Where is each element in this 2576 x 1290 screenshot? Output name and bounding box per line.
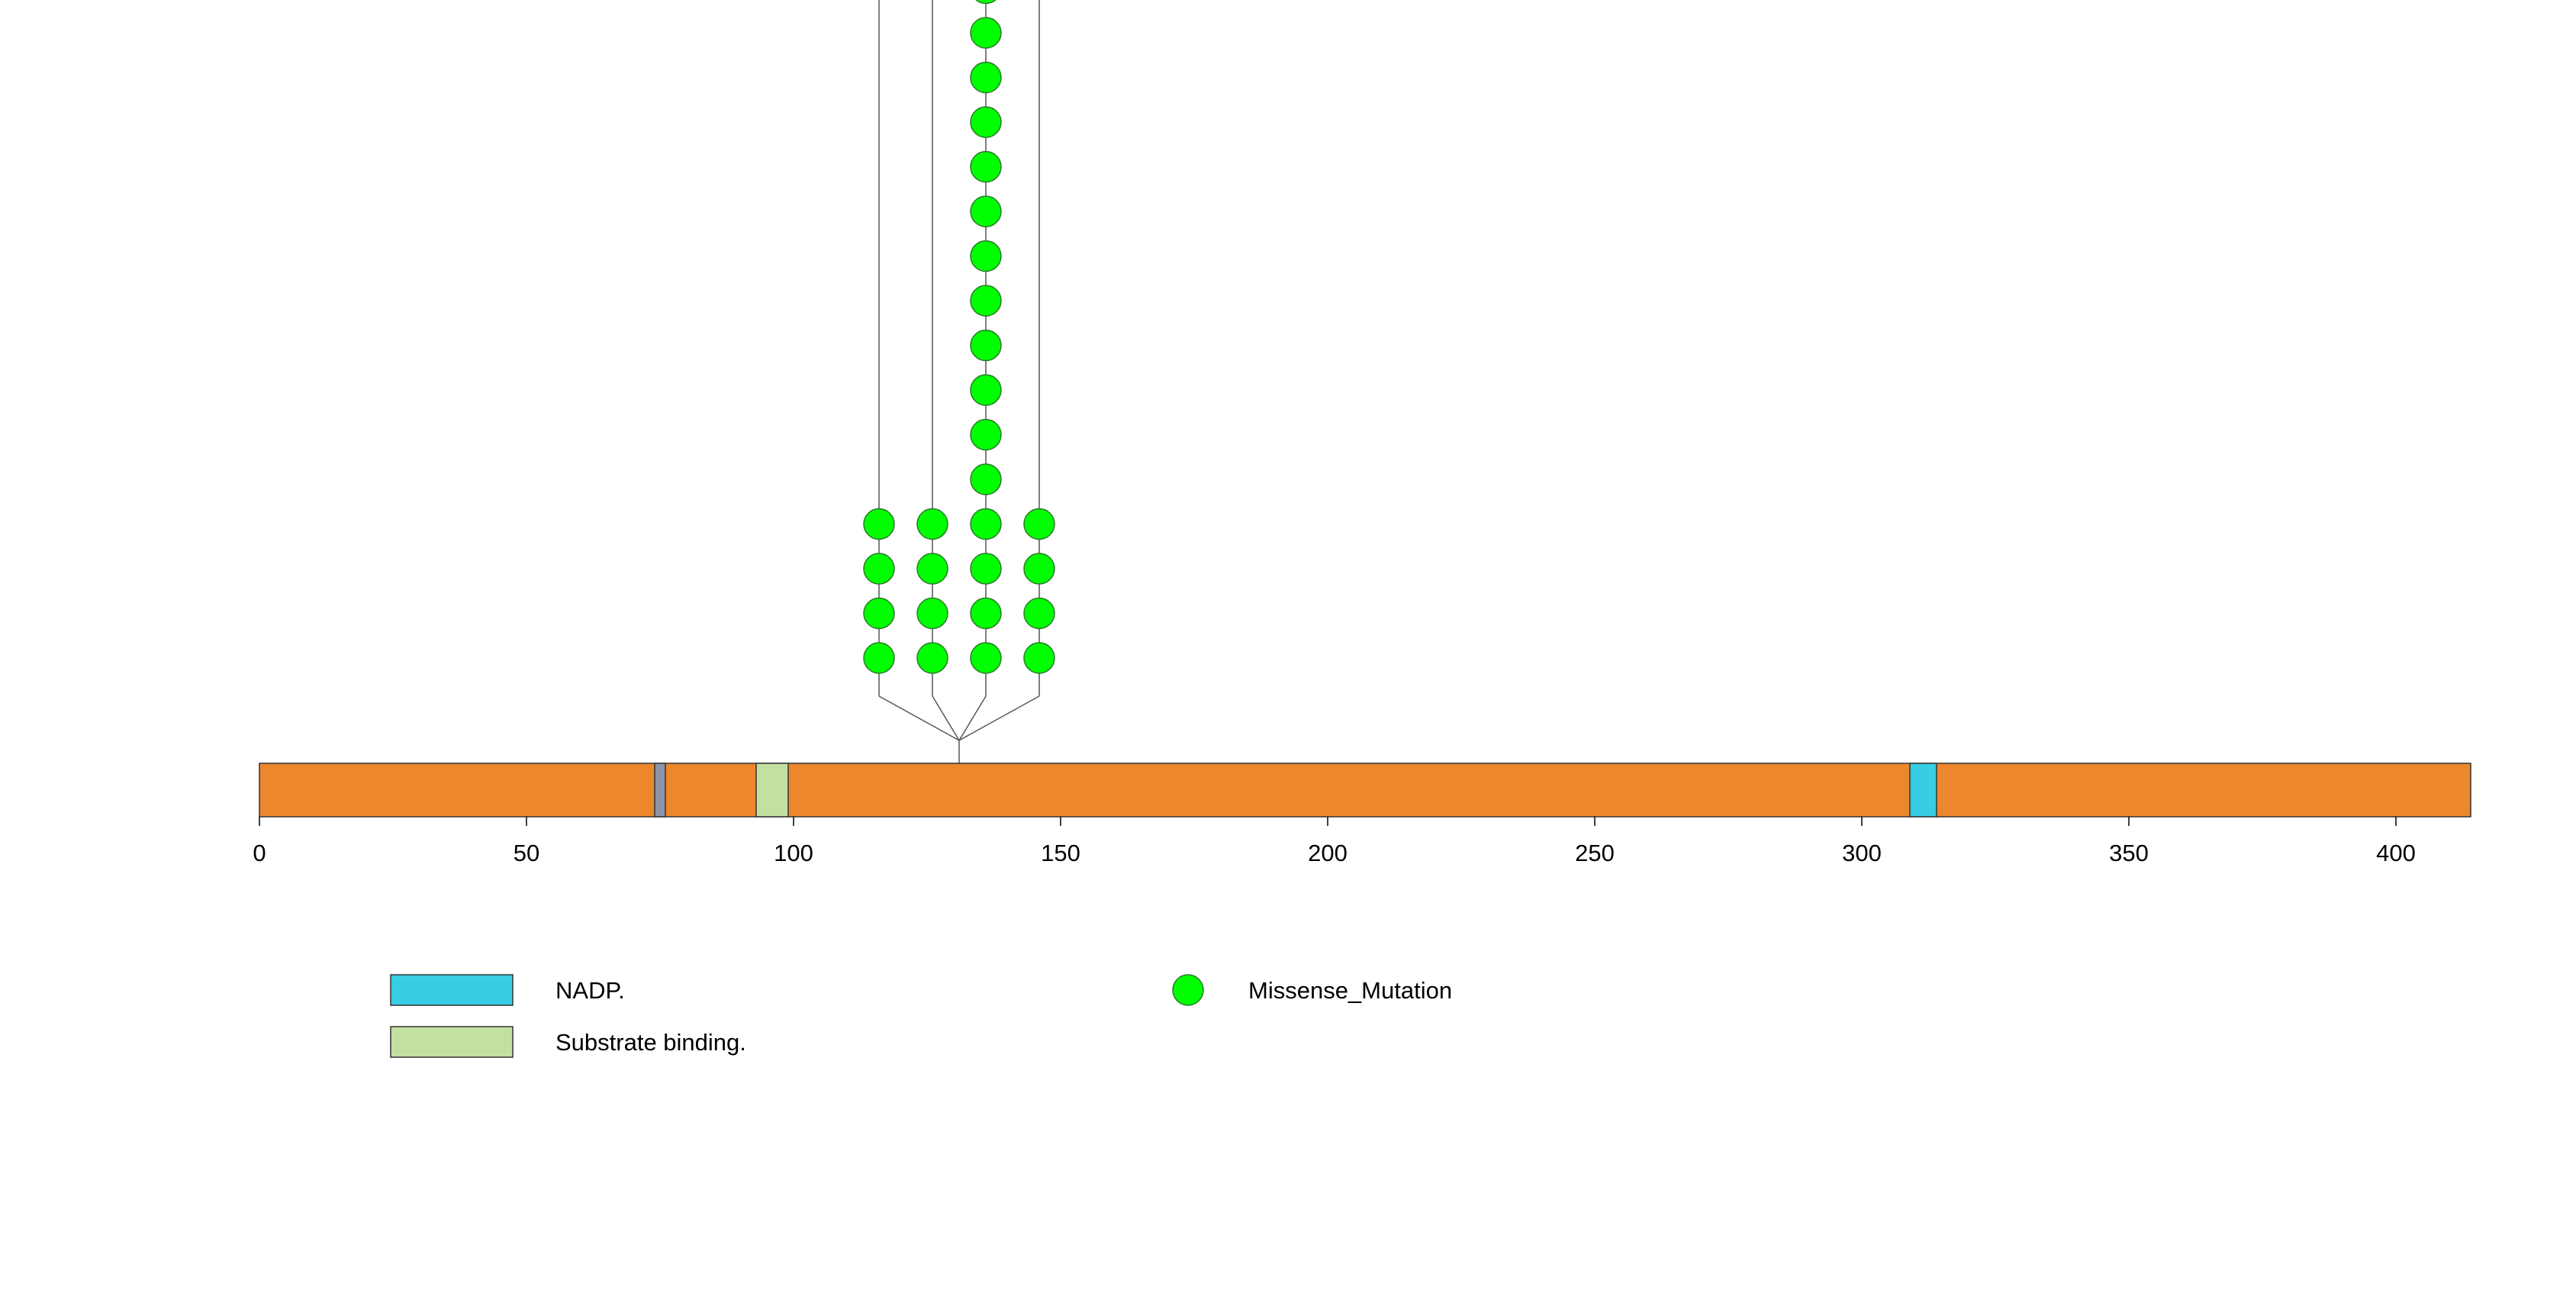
protein-backbone-layer — [259, 763, 2471, 818]
mutation-circle — [1023, 553, 1055, 585]
mutation-circle — [1023, 508, 1055, 540]
mutation-circle — [916, 553, 948, 585]
mutation-circle — [863, 597, 895, 630]
mutation-circle — [970, 285, 1002, 317]
mutation-circle — [970, 106, 1002, 138]
mutation-circle — [970, 642, 1002, 674]
mutation-stem-diagonal — [958, 695, 987, 741]
legend-label: Missense_Mutation — [1248, 977, 1452, 1004]
x-tick-label: 100 — [774, 840, 813, 866]
legend-swatch — [390, 1026, 514, 1058]
domain-substrate-binding — [755, 763, 789, 818]
domain-unlabeled-region — [654, 763, 666, 818]
x-tick-label: 250 — [1575, 840, 1615, 866]
mutation-stem-diagonal — [932, 695, 960, 741]
legend-mutation-marker — [1172, 974, 1204, 1006]
protein-backbone — [259, 763, 2471, 818]
legend-label: NADP. — [555, 977, 625, 1004]
mutation-circle — [970, 508, 1002, 540]
x-tick-label: 200 — [1308, 840, 1348, 866]
mutation-circle — [863, 642, 895, 674]
mutation-circle — [970, 150, 1002, 183]
mutation-circle — [970, 597, 1002, 630]
mutation-circle — [970, 463, 1002, 495]
x-tick-label: 350 — [2109, 840, 2149, 866]
legend: NADP. Substrate binding. Missense_Mutation — [390, 974, 1452, 1058]
mutation-circle — [916, 597, 948, 630]
x-tick-label: 400 — [2376, 840, 2416, 866]
mutation-circle — [1023, 597, 1055, 630]
mutation-circle — [970, 374, 1002, 406]
mutation-circle — [970, 240, 1002, 273]
mutation-circle — [970, 17, 1002, 49]
mutation-circle — [970, 195, 1002, 227]
mutation-circle — [970, 418, 1002, 451]
legend-swatch — [390, 974, 514, 1006]
mutation-circle — [970, 329, 1002, 362]
mutation-circle — [1023, 642, 1055, 674]
mutation-stem-diagonal — [878, 695, 960, 741]
x-tick-label: 50 — [514, 840, 539, 866]
x-axis: 0 50 100 150 200 250 300 350 400 — [253, 817, 2416, 866]
domain-nadp — [1909, 763, 1937, 818]
mutation-circle — [863, 553, 895, 585]
legend-label: Substrate binding. — [555, 1029, 746, 1056]
mutation-circle — [863, 508, 895, 540]
mutation-circles — [863, 0, 1055, 674]
mutation-circle — [916, 642, 948, 674]
x-tick-label: 150 — [1041, 840, 1080, 866]
x-tick-label: 300 — [1842, 840, 1882, 866]
mutation-stems — [878, 0, 1040, 817]
mutation-circle — [916, 508, 948, 540]
mutation-circle — [970, 553, 1002, 585]
mutation-circle — [975, 0, 997, 5]
mutation-stem-diagonal — [958, 695, 1040, 741]
mutation-circle — [970, 61, 1002, 94]
x-tick-label: 0 — [253, 840, 266, 866]
